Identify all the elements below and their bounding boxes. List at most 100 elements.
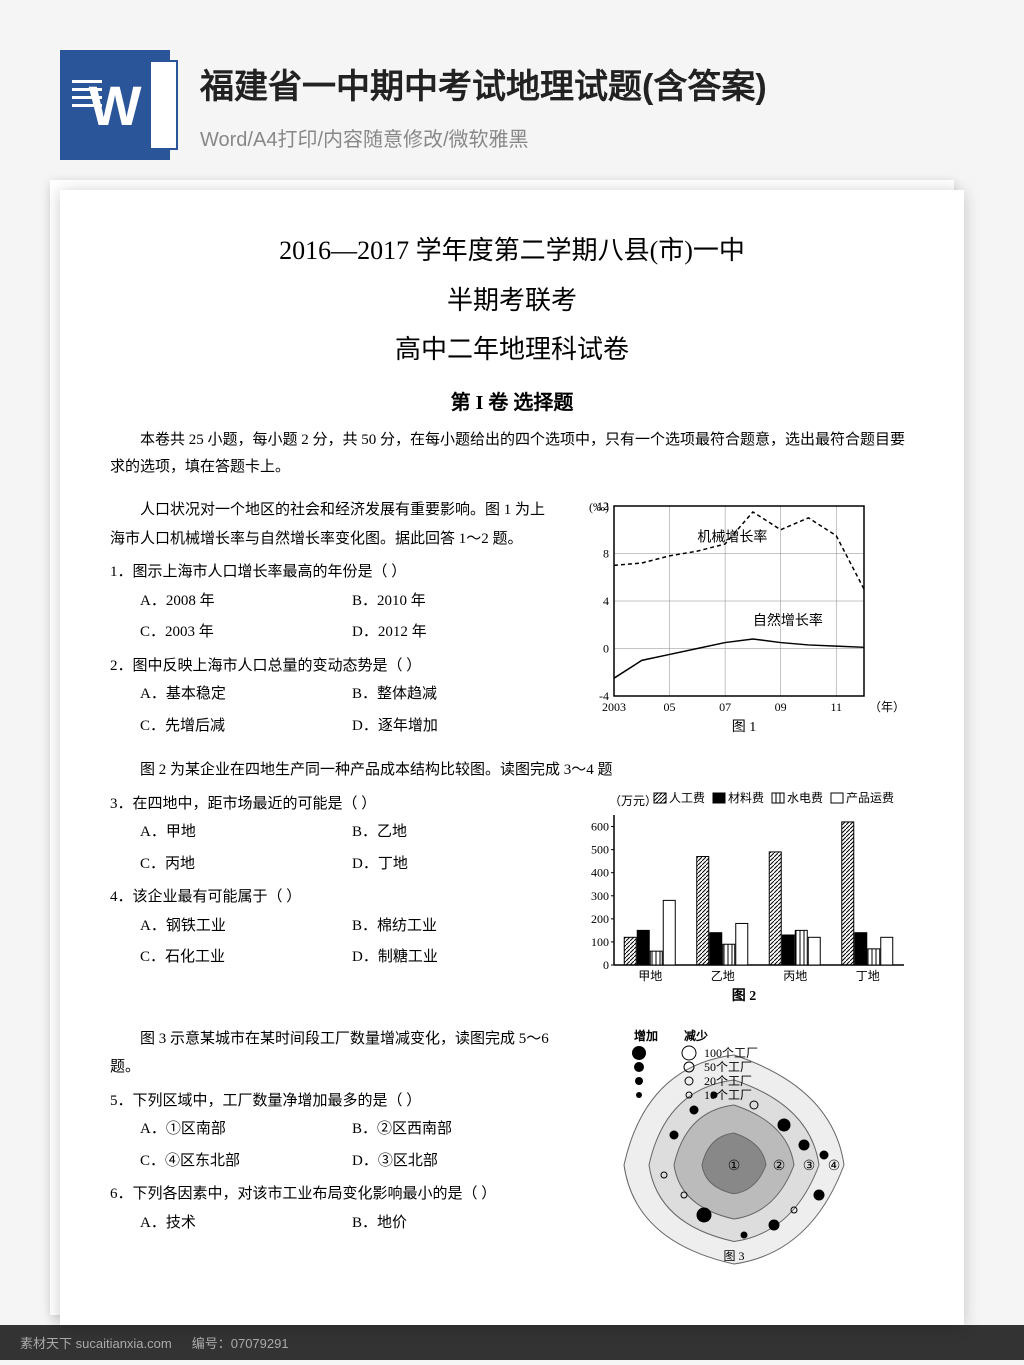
svg-text:丙地: 丙地 [783, 969, 807, 983]
svg-text:20个工厂: 20个工厂 [704, 1074, 752, 1088]
q5-opt-b: B．②区西南部 [352, 1115, 554, 1144]
q3-opt-a: A．甲地 [140, 818, 342, 847]
q2-opt-c: C．先增后减 [140, 712, 342, 741]
q5-opt-c: C．④区东北部 [140, 1147, 342, 1176]
svg-text:(‰): (‰) [589, 500, 609, 514]
footer-code: 编号：07079291 [192, 1333, 289, 1352]
q1-options: A．2008 年 B．2010 年 C．2003 年 D．2012 年 [110, 587, 554, 647]
svg-text:自然增长率: 自然增长率 [753, 612, 823, 629]
svg-text:400: 400 [591, 865, 609, 879]
chart-1: -404812200305070911(‰)（年）机械增长率自然增长率图 1 [574, 496, 914, 741]
chart2-svg: 0100200300400500600甲地乙地丙地丁地（万元）人工费材料费水电费… [574, 785, 914, 1005]
footer-brand: 素材天下 sucaitianxia.com [20, 1333, 172, 1352]
svg-text:4: 4 [603, 594, 609, 608]
chart1-svg: -404812200305070911(‰)（年）机械增长率自然增长率图 1 [574, 496, 914, 736]
word-file-icon: W [60, 50, 170, 160]
svg-text:05: 05 [664, 700, 676, 714]
block1-intro: 人口状况对一个地区的社会和经济发展有重要影响。图 1 为上海市人口机械增长率与自… [110, 496, 554, 553]
svg-text:09: 09 [775, 700, 787, 714]
q5-opt-d: D．③区北部 [352, 1147, 554, 1176]
q1-opt-b: B．2010 年 [352, 587, 554, 616]
question-1: 1．图示上海市人口增长率最高的年份是（ ） [110, 558, 554, 587]
q2-opt-a: A．基本稳定 [140, 680, 342, 709]
q2-opt-b: B．整体趋减 [352, 680, 554, 709]
header: W 福建省一中期中考试地理试题(含答案) Word/A4打印/内容随意修改/微软… [0, 0, 1024, 190]
svg-text:④: ④ [828, 1159, 841, 1174]
q1-opt-c: C．2003 年 [140, 618, 342, 647]
text-col-3: 图 3 示意某城市在某时间段工厂数量增减变化，读图完成 5～6 题。 5．下列区… [110, 1025, 554, 1270]
doc-title-3: 高中二年地理科试卷 [110, 329, 914, 366]
svg-text:（年）: （年） [869, 700, 905, 714]
q6-opt-b: B．地价 [352, 1209, 554, 1238]
footer-bar: 素材天下 sucaitianxia.com 编号：07079291 [0, 1325, 1024, 1360]
page-subtitle: Word/A4打印/内容随意修改/微软雅黑 [200, 123, 767, 152]
document-paper: 2016—2017 学年度第二学期八县(市)一中 半期考联考 高中二年地理科试卷… [60, 190, 964, 1325]
instructions: 本卷共 25 小题，每小题 2 分，共 50 分，在每小题给出的四个选项中，只有… [110, 427, 914, 481]
page-title: 福建省一中期中考试地理试题(含答案) [200, 59, 767, 108]
question-6: 6．下列各因素中，对该市工业布局变化影响最小的是（ ） [110, 1180, 554, 1209]
svg-text:②: ② [773, 1159, 786, 1174]
svg-text:300: 300 [591, 888, 609, 902]
svg-text:①: ① [728, 1159, 741, 1174]
doc-title-2: 半期考联考 [110, 280, 914, 322]
chart3-svg: ①②③④增加减少100个工厂50个工厂20个工厂10个工厂图 3 [574, 1025, 914, 1265]
svg-text:8: 8 [603, 547, 609, 561]
svg-text:乙地: 乙地 [711, 969, 735, 983]
q6-opt-a: A．技术 [140, 1209, 342, 1238]
svg-text:（万元）: （万元） [609, 794, 657, 808]
svg-text:甲地: 甲地 [638, 969, 662, 983]
text-col-1: 人口状况对一个地区的社会和经济发展有重要影响。图 1 为上海市人口机械增长率与自… [110, 496, 554, 741]
svg-text:机械增长率: 机械增长率 [697, 529, 767, 546]
svg-text:减少: 减少 [684, 1028, 708, 1043]
question-block-1: 人口状况对一个地区的社会和经济发展有重要影响。图 1 为上海市人口机械增长率与自… [110, 496, 914, 741]
svg-text:人工费: 人工费 [669, 791, 705, 805]
word-icon-letter: W [89, 73, 142, 138]
svg-text:产品运费: 产品运费 [846, 791, 894, 805]
svg-text:100个工厂: 100个工厂 [704, 1046, 758, 1060]
svg-text:0: 0 [603, 958, 609, 972]
svg-text:50个工厂: 50个工厂 [704, 1060, 752, 1074]
q3-opt-c: C．丙地 [140, 850, 342, 879]
section-title: 第 I 卷 选择题 [110, 386, 914, 415]
svg-text:材料费: 材料费 [728, 791, 764, 805]
svg-text:11: 11 [830, 700, 842, 714]
question-3: 3．在四地中，距市场最近的可能是（ ） [110, 790, 554, 819]
q6-options: A．技术 B．地价 [110, 1209, 554, 1238]
q1-opt-d: D．2012 年 [352, 618, 554, 647]
svg-text:2003: 2003 [602, 700, 626, 714]
q4-opt-c: C．石化工业 [140, 943, 342, 972]
q1-opt-a: A．2008 年 [140, 587, 342, 616]
block3-intro: 图 3 示意某城市在某时间段工厂数量增减变化，读图完成 5～6 题。 [110, 1025, 554, 1082]
svg-text:07: 07 [719, 700, 731, 714]
q3-options: A．甲地 B．乙地 C．丙地 D．丁地 [110, 818, 554, 878]
q3-opt-b: B．乙地 [352, 818, 554, 847]
title-block: 福建省一中期中考试地理试题(含答案) Word/A4打印/内容随意修改/微软雅黑 [200, 59, 767, 152]
paper-container: 2016—2017 学年度第二学期八县(市)一中 半期考联考 高中二年地理科试卷… [0, 190, 1024, 1325]
chart-3: ①②③④增加减少100个工厂50个工厂20个工厂10个工厂图 3 [574, 1025, 914, 1270]
svg-text:600: 600 [591, 819, 609, 833]
svg-text:③: ③ [803, 1159, 816, 1174]
svg-text:图 2: 图 2 [732, 988, 757, 1004]
svg-text:图 3: 图 3 [723, 1249, 744, 1263]
q5-opt-a: A．①区南部 [140, 1115, 342, 1144]
question-5: 5．下列区域中，工厂数量净增加最多的是（ ） [110, 1087, 554, 1116]
q4-options: A．钢铁工业 B．棉纺工业 C．石化工业 D．制糖工业 [110, 912, 554, 972]
block2-intro: 图 2 为某企业在四地生产同一种产品成本结构比较图。读图完成 3～4 题 [110, 756, 914, 785]
q5-options: A．①区南部 B．②区西南部 C．④区东北部 D．③区北部 [110, 1115, 554, 1175]
svg-text:0: 0 [603, 642, 609, 656]
chart-2: 0100200300400500600甲地乙地丙地丁地（万元）人工费材料费水电费… [574, 785, 914, 1010]
svg-text:图 1: 图 1 [732, 720, 757, 735]
svg-text:水电费: 水电费 [787, 791, 823, 805]
svg-text:10个工厂: 10个工厂 [704, 1088, 752, 1102]
question-block-3: 图 3 示意某城市在某时间段工厂数量增减变化，读图完成 5～6 题。 5．下列区… [110, 1025, 914, 1270]
question-block-2: 3．在四地中，距市场最近的可能是（ ） A．甲地 B．乙地 C．丙地 D．丁地 … [110, 785, 914, 1010]
svg-text:500: 500 [591, 842, 609, 856]
q4-opt-b: B．棉纺工业 [352, 912, 554, 941]
q3-opt-d: D．丁地 [352, 850, 554, 879]
q2-opt-d: D．逐年增加 [352, 712, 554, 741]
q4-opt-a: A．钢铁工业 [140, 912, 342, 941]
question-4: 4．该企业最有可能属于（ ） [110, 883, 554, 912]
text-col-2: 3．在四地中，距市场最近的可能是（ ） A．甲地 B．乙地 C．丙地 D．丁地 … [110, 785, 554, 1010]
q4-opt-d: D．制糖工业 [352, 943, 554, 972]
svg-text:丁地: 丁地 [856, 969, 880, 983]
